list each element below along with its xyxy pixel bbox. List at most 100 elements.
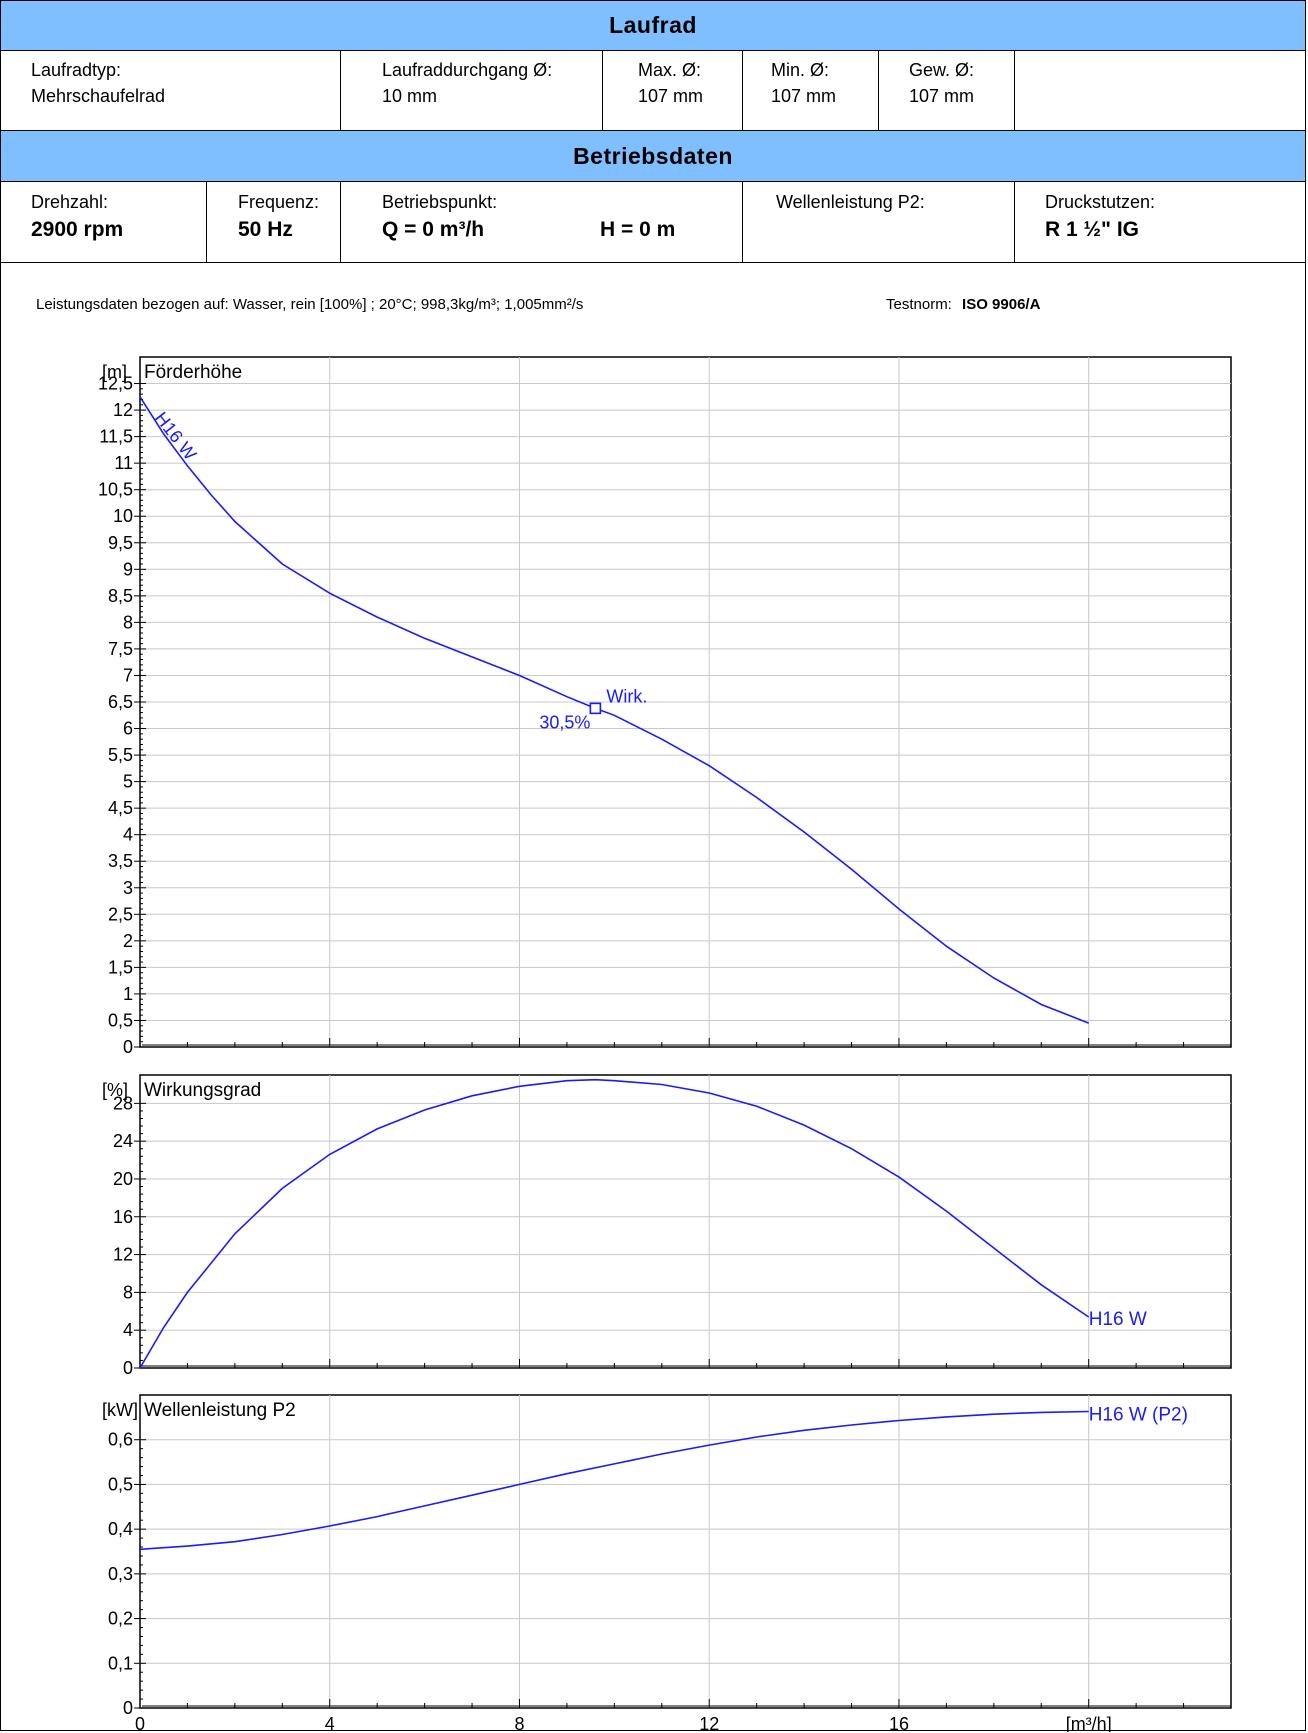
druckstutzen-value: R 1 ½" IG (1045, 218, 1139, 241)
series-label: H16 W (1089, 1309, 1147, 1330)
y-tick-label: 24 (113, 1131, 133, 1151)
y-tick-label: 1,5 (108, 957, 133, 977)
series-line (139, 396, 1089, 1024)
y-tick-label: 0,5 (108, 1474, 133, 1494)
laufrad-header: Laufrad (1, 1, 1305, 51)
max-value: 107 mm (638, 86, 704, 106)
y-tick-label: 0,3 (108, 1564, 133, 1584)
x-axis-unit: [m³/h] (1066, 1714, 1112, 1732)
y-tick-label: 9,5 (108, 533, 133, 553)
betrieb-row: Drehzahl: 2900 rpm Frequenz: 50 Hz Betri… (1, 182, 1305, 263)
max-cell: Max. Ø: 107 mm (603, 50, 743, 130)
y-tick-label: 3,5 (108, 851, 133, 871)
max-label: Max. Ø: (638, 60, 702, 80)
y-tick-label: 0,5 (108, 1010, 133, 1030)
chart-frame (139, 1074, 1232, 1369)
frequenz-label: Frequenz: (238, 192, 320, 212)
y-tick-label: 2,5 (108, 904, 133, 924)
y-tick-label: 4 (123, 1320, 133, 1340)
testnorm-value: ISO 9906/A (962, 296, 1041, 313)
y-tick-label: 0 (123, 1698, 133, 1718)
panel-title: Wirkungsgrad (144, 1080, 261, 1101)
laufradtyp-value: Mehrschaufelrad (31, 86, 166, 106)
y-tick-label: 8 (123, 612, 133, 632)
x-tick-label: 0 (135, 1714, 145, 1732)
y-tick-label: 0,2 (108, 1609, 133, 1629)
betrieb-title: Betriebsdaten (573, 143, 733, 169)
bezug-note: Leistungsdaten bezogen auf: Wasser, rein… (36, 296, 584, 313)
y-tick-label: 11,5 (99, 427, 133, 447)
gew-label: Gew. Ø: (909, 60, 975, 80)
testnorm-note: Testnorm: ISO 9906/A (886, 296, 1040, 313)
y-tick-label: 10 (113, 506, 133, 526)
bep-efficiency-label: 30,5% (539, 712, 590, 732)
wellenleistung-cell: Wellenleistung P2: (743, 182, 1015, 262)
y-axis-unit: [m] (102, 362, 127, 382)
y-tick-label: 7,5 (108, 639, 133, 659)
y-axis-unit: [%] (102, 1080, 128, 1100)
y-tick-label: 3 (123, 878, 133, 898)
y-tick-label: 9 (123, 559, 133, 579)
y-tick-label: 6,5 (108, 692, 133, 712)
panel-title: Wellenleistung P2 (144, 1400, 296, 1421)
chart-frame (139, 1394, 1232, 1709)
bep-marker (589, 702, 602, 715)
laufrad-row: Laufradtyp: Mehrschaufelrad Laufraddurch… (1, 50, 1305, 131)
frequenz-cell: Frequenz: 50 Hz (207, 182, 341, 262)
q-value: Q = 0 m³/h (382, 218, 485, 241)
series-line (139, 1410, 1089, 1551)
y-tick-label: 0,6 (108, 1430, 133, 1450)
series-line (139, 1078, 1090, 1369)
betriebspunkt-cell: Betriebspunkt: Q = 0 m³/h H = 0 m (341, 182, 743, 262)
y-tick-label: 0,1 (108, 1653, 133, 1673)
y-axis-unit: [kW] (102, 1400, 138, 1420)
min-value: 107 mm (771, 86, 837, 106)
y-tick-label: 6 (123, 719, 133, 739)
y-tick-label: 1 (123, 984, 133, 1004)
series-label: H16 W (P2) (1089, 1405, 1188, 1426)
betriebspunkt-label: Betriebspunkt: (382, 192, 498, 212)
panel-title: Förderhöhe (144, 362, 242, 383)
y-tick-label: 11 (114, 453, 133, 473)
y-tick-label: 12,5 (98, 374, 133, 394)
laufradtyp-cell: Laufradtyp: Mehrschaufelrad (1, 50, 341, 130)
y-tick-label: 5 (123, 772, 133, 792)
y-tick-label: 8,5 (108, 586, 133, 606)
drehzahl-value: 2900 rpm (31, 218, 124, 241)
durchgang-cell: Laufraddurchgang Ø: 10 mm (341, 50, 603, 130)
druckstutzen-label: Druckstutzen: (1045, 192, 1156, 212)
y-tick-label: 0 (123, 1037, 133, 1057)
frequenz-value: 50 Hz (238, 218, 293, 241)
series-label: H16 W (151, 408, 201, 464)
y-tick-label: 12 (113, 1245, 133, 1265)
x-tick-label: 12 (699, 1714, 719, 1732)
drehzahl-cell: Drehzahl: 2900 rpm (1, 182, 207, 262)
durchgang-label: Laufraddurchgang Ø: (382, 60, 553, 80)
x-tick-label: 16 (889, 1714, 909, 1732)
min-label: Min. Ø: (771, 60, 830, 80)
h-value: H = 0 m (600, 218, 676, 241)
x-tick-label: 4 (325, 1714, 335, 1732)
bep-label: Wirk. (606, 686, 647, 706)
wellenleistung-label: Wellenleistung P2: (776, 192, 925, 212)
y-tick-label: 20 (113, 1169, 133, 1189)
x-tick-label: 8 (514, 1714, 524, 1732)
y-tick-label: 28 (113, 1093, 133, 1113)
testnorm-label: Testnorm: (886, 296, 952, 313)
y-tick-label: 12 (113, 400, 133, 420)
y-tick-label: 4,5 (108, 798, 133, 818)
y-tick-label: 0,4 (108, 1519, 133, 1539)
druckstutzen-cell: Druckstutzen: R 1 ½" IG (1015, 182, 1307, 262)
betrieb-header: Betriebsdaten (1, 131, 1305, 182)
min-cell: Min. Ø: 107 mm (743, 50, 879, 130)
y-tick-label: 0 (123, 1358, 133, 1378)
y-tick-label: 5,5 (108, 745, 133, 765)
y-tick-label: 8 (123, 1282, 133, 1302)
gew-value: 107 mm (909, 86, 975, 106)
y-tick-label: 10,5 (98, 480, 133, 500)
drehzahl-label: Drehzahl: (31, 192, 109, 212)
durchgang-value: 10 mm (382, 86, 438, 106)
laufradtyp-label: Laufradtyp: (31, 60, 122, 80)
